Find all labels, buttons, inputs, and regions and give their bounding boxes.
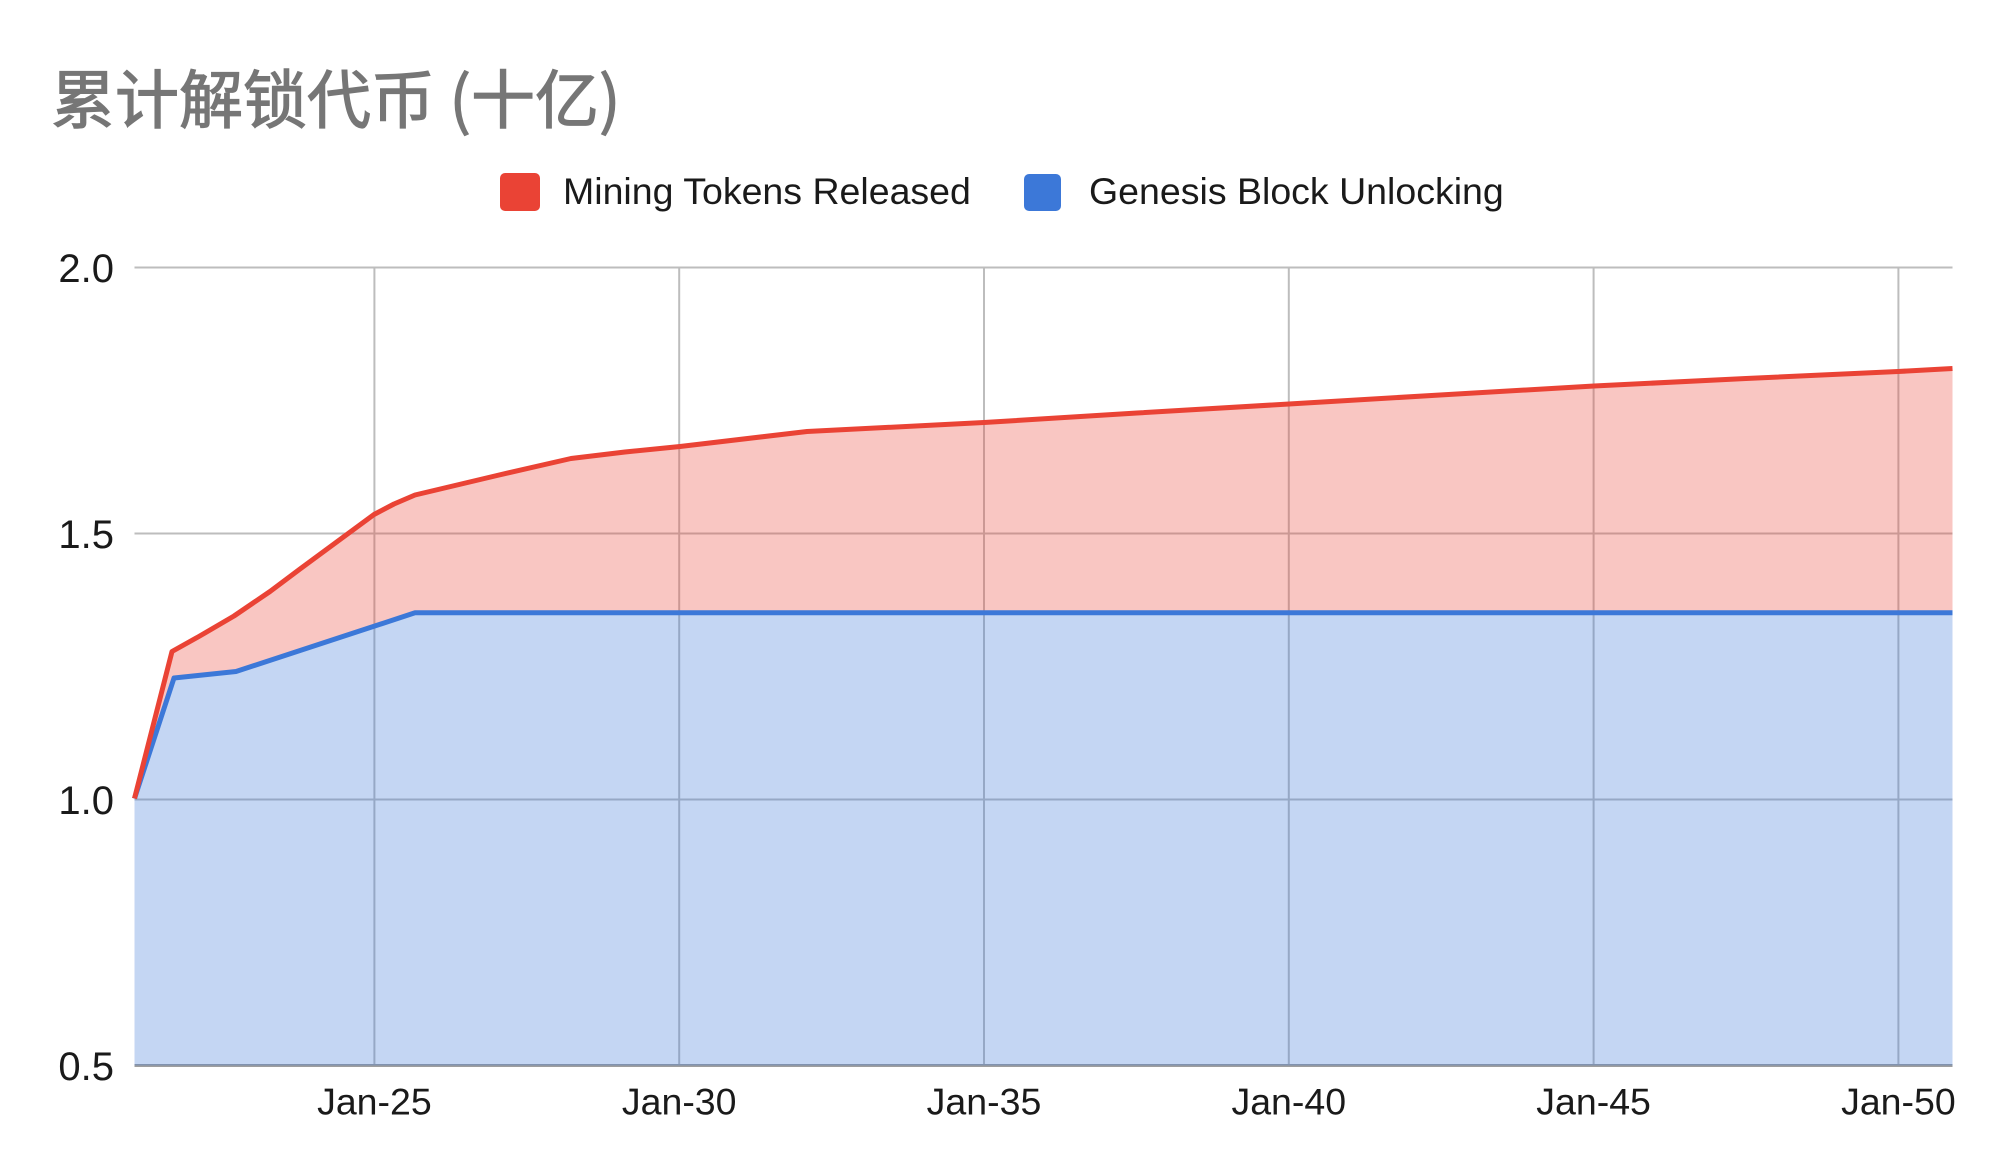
svg-text:Mining Tokens Released: Mining Tokens Released (563, 170, 971, 212)
svg-text:1.0: 1.0 (58, 779, 114, 823)
svg-text:Jan-50: Jan-50 (1841, 1081, 1956, 1123)
svg-text:Jan-35: Jan-35 (927, 1081, 1042, 1123)
svg-text:1.5: 1.5 (58, 513, 114, 557)
svg-text:Genesis Block Unlocking: Genesis Block Unlocking (1089, 170, 1504, 212)
svg-text:Jan-40: Jan-40 (1231, 1081, 1346, 1123)
svg-text:2.0: 2.0 (58, 247, 114, 291)
svg-text:Jan-25: Jan-25 (317, 1081, 432, 1123)
svg-text:Jan-45: Jan-45 (1536, 1081, 1651, 1123)
svg-text:Jan-30: Jan-30 (622, 1081, 737, 1123)
svg-text:0.5: 0.5 (58, 1045, 114, 1089)
